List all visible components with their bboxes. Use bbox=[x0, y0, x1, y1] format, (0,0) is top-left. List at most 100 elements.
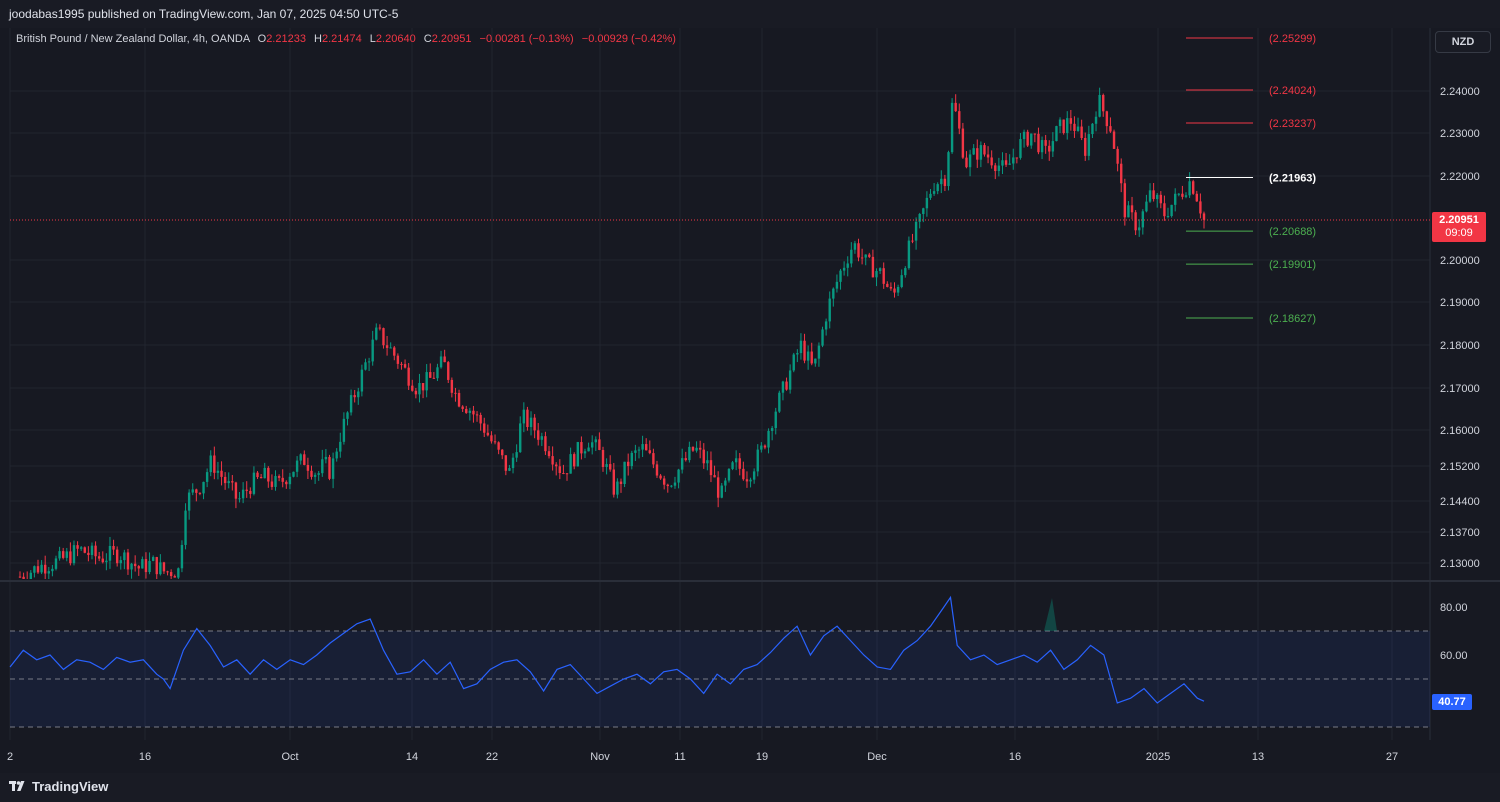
candle-body bbox=[169, 572, 173, 577]
time-axis-tick: Oct bbox=[281, 751, 298, 763]
candle-body bbox=[1138, 227, 1141, 231]
candle-body bbox=[853, 243, 857, 250]
change-value-2: −0.00929 (−0.42%) bbox=[581, 33, 676, 45]
candle-body bbox=[216, 470, 220, 473]
currency-button[interactable]: NZD bbox=[1435, 31, 1491, 53]
low-label: L bbox=[369, 33, 376, 45]
candle-body bbox=[1127, 205, 1130, 218]
candle-body bbox=[367, 361, 371, 363]
candle-body bbox=[364, 362, 367, 370]
candle-body bbox=[29, 572, 32, 579]
candle-body bbox=[389, 347, 392, 349]
candle-body bbox=[619, 481, 623, 485]
candle-body bbox=[1112, 131, 1116, 149]
candle-body bbox=[857, 243, 860, 258]
candle-body bbox=[558, 466, 562, 473]
candle-body bbox=[965, 157, 968, 168]
candle-body bbox=[61, 551, 65, 558]
candle-body bbox=[940, 178, 943, 185]
candle-body bbox=[90, 545, 94, 556]
candle-body bbox=[1037, 133, 1040, 153]
candle-body bbox=[180, 544, 184, 569]
candle-body bbox=[43, 564, 47, 574]
candle-body bbox=[490, 435, 493, 442]
candle-body bbox=[457, 392, 461, 407]
price-axis-tick: 2.20000 bbox=[1440, 255, 1480, 267]
candle-body bbox=[540, 436, 544, 440]
candle-body bbox=[644, 444, 648, 451]
candle-body bbox=[33, 566, 36, 573]
candle-body bbox=[310, 470, 313, 477]
candle-body bbox=[126, 552, 130, 570]
candle-body bbox=[914, 221, 918, 241]
time-axis-tick: 2025 bbox=[1146, 751, 1170, 763]
candle-body bbox=[929, 193, 932, 198]
candle-body bbox=[716, 477, 720, 498]
candle-body bbox=[1120, 163, 1123, 184]
candle-body bbox=[411, 385, 414, 391]
tradingview-brand[interactable]: TradingView bbox=[9, 779, 108, 794]
candle-body bbox=[436, 367, 439, 379]
candle-body bbox=[65, 551, 68, 558]
close-value: 2.20951 bbox=[431, 33, 472, 45]
candle-body bbox=[501, 449, 504, 456]
candle-body bbox=[418, 383, 421, 395]
candle-body bbox=[562, 472, 565, 474]
candle-body bbox=[986, 154, 990, 158]
candle-body bbox=[227, 481, 230, 484]
candle-body bbox=[425, 372, 428, 391]
candle-body bbox=[896, 286, 900, 293]
candle-body bbox=[878, 268, 882, 272]
candle-body bbox=[184, 510, 187, 545]
candle-body bbox=[1022, 131, 1026, 140]
candle-body bbox=[850, 249, 853, 264]
candle-body bbox=[1102, 94, 1105, 112]
candle-body bbox=[806, 351, 810, 361]
chart-area[interactable]: (2.25299) (2.24024) (2.23237) (2.21963) (2.2… bbox=[0, 28, 1500, 773]
candle-body bbox=[396, 355, 400, 364]
candle-body bbox=[943, 178, 947, 187]
candle-body bbox=[519, 423, 522, 453]
candle-body bbox=[666, 484, 669, 487]
price-axis-tick: 2.13700 bbox=[1440, 527, 1480, 539]
candle-body bbox=[605, 464, 608, 467]
price-axis-tick: 2.13000 bbox=[1440, 558, 1480, 570]
symbol-title[interactable]: British Pound / New Zealand Dollar, 4h, … bbox=[16, 33, 250, 45]
candle-body bbox=[587, 447, 590, 452]
candle-body bbox=[961, 128, 965, 158]
candle-body bbox=[1001, 160, 1004, 166]
candle-body bbox=[594, 439, 598, 443]
candle-body bbox=[1105, 111, 1109, 127]
candle-body bbox=[979, 145, 983, 160]
candle-body bbox=[472, 410, 475, 415]
candle-body bbox=[997, 165, 1001, 171]
chart-svg[interactable]: (2.25299) (2.24024) (2.23237) (2.21963) (2.2… bbox=[0, 28, 1500, 773]
candle-body bbox=[274, 476, 277, 487]
candle-body bbox=[968, 154, 972, 168]
candle-body bbox=[259, 477, 263, 479]
candle-body bbox=[79, 547, 83, 549]
candle-body bbox=[1091, 123, 1094, 135]
candle-body bbox=[439, 356, 443, 368]
candle-body bbox=[814, 358, 817, 364]
candle-body bbox=[317, 473, 320, 475]
candle-countdown: 09:09 bbox=[1445, 227, 1473, 239]
candle-body bbox=[555, 464, 558, 467]
candle-body bbox=[1076, 126, 1080, 131]
candle-body bbox=[778, 392, 781, 412]
candle-body bbox=[680, 458, 684, 470]
candle-body bbox=[1130, 205, 1134, 213]
candle-body bbox=[151, 557, 155, 561]
level-label-resistance: (2.25299) bbox=[1269, 33, 1316, 45]
candle-body bbox=[195, 489, 198, 493]
candle-body bbox=[1094, 116, 1098, 124]
candle-body bbox=[155, 557, 158, 575]
candle-body bbox=[292, 471, 295, 477]
candle-body bbox=[1004, 160, 1008, 165]
candle-body bbox=[54, 558, 58, 569]
candle-body bbox=[241, 489, 245, 499]
candle-body bbox=[1192, 181, 1195, 194]
candle-body bbox=[1123, 183, 1127, 218]
candle-body bbox=[94, 545, 97, 557]
candle-body bbox=[349, 395, 353, 413]
